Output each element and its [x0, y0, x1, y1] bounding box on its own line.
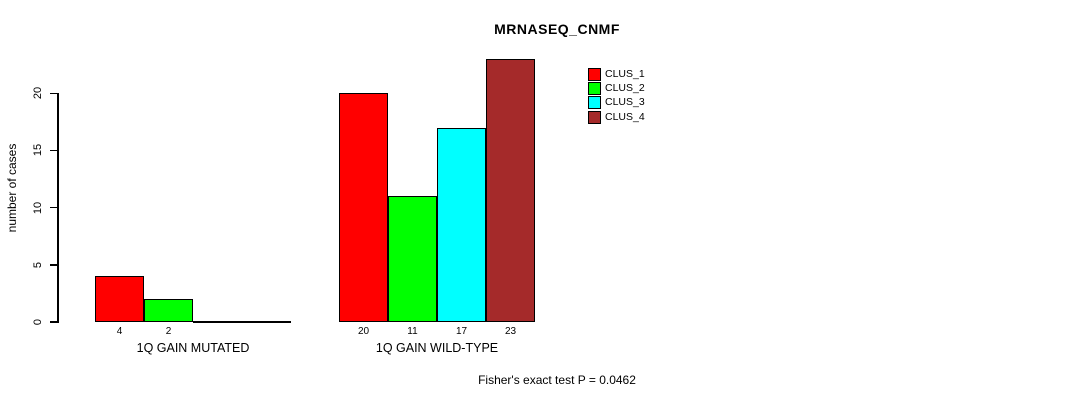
x-group-label: 1Q GAIN MUTATED: [136, 341, 250, 355]
bar: [95, 276, 144, 322]
bar-value-label: 11: [407, 326, 418, 337]
chart-title: MRNASEQ_CNMF: [494, 21, 620, 37]
bar-zero-line: [193, 321, 242, 323]
bar: [486, 58, 535, 322]
bar-value-label: 20: [357, 326, 370, 337]
x-group-label: 1Q GAIN WILD-TYPE: [375, 341, 499, 355]
bar: [339, 93, 388, 322]
y-tick-label: 20: [32, 87, 44, 100]
legend-swatch: [588, 68, 601, 81]
bar-value-label: 2: [165, 326, 172, 337]
y-tick: [50, 92, 57, 95]
bar: [437, 127, 486, 322]
y-tick-label: 0: [32, 318, 44, 326]
legend-swatch: [588, 96, 601, 110]
legend-swatch: [588, 82, 601, 96]
legend-swatch: [588, 110, 601, 124]
y-tick-label: 10: [32, 201, 44, 214]
legend-label: CLUS_4: [605, 110, 645, 123]
y-tick: [50, 149, 57, 152]
bar-value-label: 4: [116, 326, 123, 337]
legend-label: CLUS_3: [605, 96, 645, 109]
bar-value-label: 23: [504, 326, 517, 337]
y-axis-label: number of cases: [5, 143, 19, 233]
y-tick: [50, 264, 57, 266]
bar-value-label: 17: [455, 326, 468, 337]
y-tick: [50, 321, 57, 323]
legend-label: CLUS_1: [605, 68, 645, 80]
legend-label: CLUS_2: [605, 82, 645, 95]
bar-zero-line: [242, 321, 291, 323]
bar: [388, 196, 437, 322]
y-tick: [50, 206, 57, 209]
caption: Fisher's exact test P = 0.0462: [478, 373, 636, 387]
y-tick-label: 5: [32, 261, 44, 268]
y-axis-line: [57, 93, 59, 324]
bar: [144, 299, 193, 322]
y-tick-label: 15: [32, 144, 44, 157]
